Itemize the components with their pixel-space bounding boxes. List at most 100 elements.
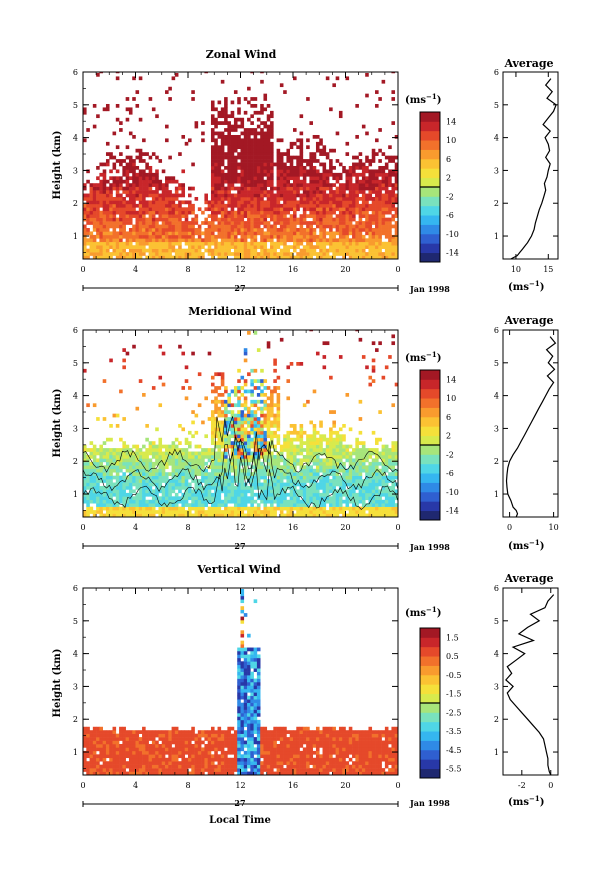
meridional-cell — [194, 482, 199, 487]
meridional-cell — [119, 482, 123, 487]
meridional-cell — [332, 448, 336, 452]
meridional-cell — [286, 503, 291, 507]
zonal-cell — [224, 110, 228, 115]
zonal-cell — [253, 179, 258, 184]
zonal-cell — [293, 169, 297, 174]
zonal-cell — [122, 224, 126, 229]
meridional-cell — [306, 472, 310, 476]
meridional-cell — [243, 475, 248, 480]
zonal-cell — [105, 179, 110, 184]
zonal-cell — [283, 207, 287, 212]
meridional-cell — [243, 382, 248, 387]
meridional-cell — [338, 479, 343, 483]
zonal-cell — [168, 155, 172, 160]
zonal-colorbar-unit: (ms−1) — [405, 92, 441, 106]
meridional-cell — [224, 492, 228, 497]
meridional-cell — [125, 454, 130, 459]
zonal-cell — [378, 196, 382, 201]
zonal-cell — [270, 165, 274, 170]
zonal-xtick-label: 16 — [288, 265, 298, 274]
zonal-cell — [240, 172, 245, 177]
zonal-cell — [237, 107, 241, 112]
zonal-cell — [220, 248, 225, 253]
meridional-cell — [151, 510, 156, 514]
zonal-cell — [83, 183, 87, 187]
zonal-cell — [181, 231, 186, 236]
zonal-cell — [342, 248, 346, 253]
zonal-cell — [270, 217, 274, 222]
zonal-cell — [240, 245, 245, 249]
zonal-cell — [283, 238, 287, 243]
meridional-cell — [142, 458, 146, 463]
meridional-cell — [266, 420, 271, 425]
zonal-cell — [270, 159, 274, 163]
meridional-cell — [191, 434, 195, 439]
zonal-cell — [230, 200, 235, 205]
zonal-colorbar-swatch — [420, 168, 440, 179]
zonal-cell — [165, 255, 169, 260]
zonal-cell — [319, 200, 323, 205]
meridional-cell — [191, 454, 195, 459]
zonal-cell — [99, 179, 103, 184]
meridional-cell — [122, 496, 126, 501]
zonal-cell — [279, 228, 284, 232]
zonal-colorbar-tick-label: -10 — [446, 230, 459, 239]
meridional-cell — [109, 454, 113, 459]
meridional-cell — [361, 451, 366, 456]
zonal-cell — [220, 148, 225, 153]
meridional-cell — [165, 454, 169, 459]
meridional-cell — [214, 451, 218, 456]
meridional-cell — [151, 482, 156, 487]
zonal-cell — [299, 169, 304, 174]
zonal-cell — [168, 179, 172, 184]
meridional-cell — [165, 513, 169, 518]
meridional-cell — [276, 417, 281, 421]
meridional-cell — [148, 510, 153, 514]
meridional-cell — [161, 468, 166, 473]
meridional-cell — [132, 465, 136, 470]
zonal-cell — [158, 186, 163, 191]
zonal-cell — [293, 76, 297, 81]
meridional-cell — [270, 492, 274, 497]
meridional-cell — [361, 441, 366, 445]
meridional-cell — [184, 379, 189, 383]
zonal-cell — [270, 134, 274, 139]
meridional-cell — [230, 496, 235, 501]
meridional-cell — [191, 351, 195, 356]
zonal-cell — [361, 210, 366, 215]
meridional-cell — [345, 451, 350, 456]
zonal-cell — [237, 97, 241, 101]
meridional-cell — [306, 461, 310, 466]
meridional-cell — [89, 448, 94, 452]
zonal-cell — [381, 165, 386, 170]
zonal-cell — [145, 203, 149, 208]
zonal-cell — [319, 162, 323, 167]
zonal-cell — [325, 183, 330, 187]
zonal-cell — [250, 252, 254, 256]
zonal-cell — [191, 162, 195, 167]
meridional-cell — [99, 503, 103, 507]
zonal-cell — [220, 241, 225, 246]
zonal-cell — [188, 234, 192, 239]
zonal-cell — [293, 210, 297, 215]
meridional-cell — [365, 472, 369, 476]
zonal-cell — [384, 217, 389, 222]
meridional-cell — [158, 482, 163, 487]
zonal-cell — [155, 241, 159, 246]
zonal-cell — [289, 203, 294, 208]
meridional-cell — [184, 465, 189, 470]
meridional-cell — [214, 468, 218, 473]
zonal-cell — [322, 165, 327, 170]
zonal-cell — [388, 207, 392, 212]
zonal-cell — [224, 193, 228, 198]
meridional-cell — [348, 465, 353, 470]
meridional-cell — [299, 451, 304, 456]
zonal-cell — [263, 93, 268, 98]
zonal-cell — [250, 145, 254, 150]
meridional-cell — [306, 496, 310, 501]
zonal-cell — [165, 217, 169, 222]
zonal-cell — [319, 210, 323, 215]
meridional-cell — [256, 441, 261, 445]
meridional-cell — [96, 489, 100, 494]
meridional-cell — [194, 486, 199, 490]
